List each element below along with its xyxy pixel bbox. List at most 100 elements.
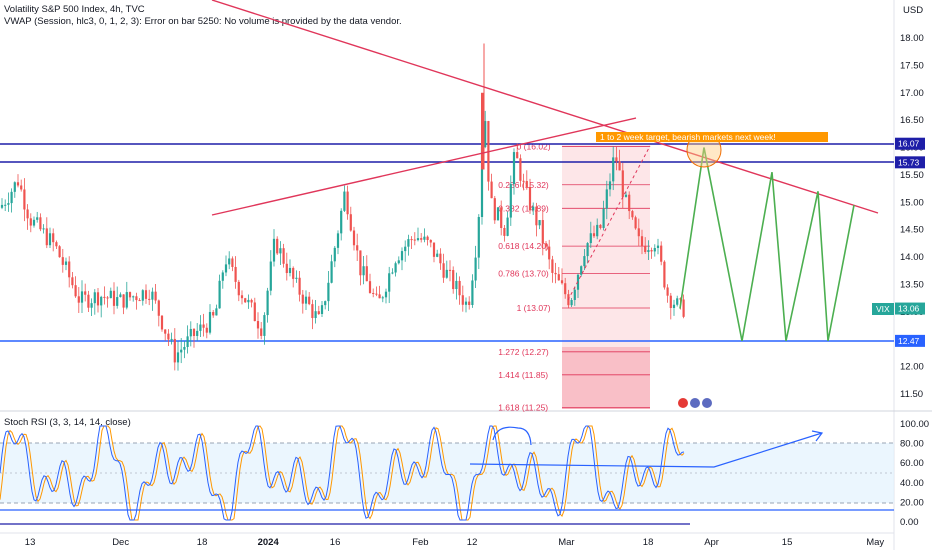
time-tick-11: May [866,537,884,548]
candle-body [292,267,295,279]
flash-icon [678,398,688,408]
rsi-trend-arrow[interactable] [469,432,823,468]
candle-body [560,280,564,284]
candle-body [343,191,346,211]
candle-body [362,266,365,276]
candle-body [282,248,285,264]
candle-body [224,264,228,273]
candle-body [375,293,378,295]
candle-body [285,263,288,274]
candle-body [119,294,122,298]
candle-body [519,158,522,181]
fib-label-3: 0.618 (14.20) [498,241,549,251]
candle-body [477,216,480,258]
fib-label-6: 1.272 (12.27) [498,347,549,357]
price-tick-2: 17.00 [900,88,924,99]
candle-body [631,211,634,218]
vix-tag-text: VIX [876,304,890,314]
candle-body [624,194,628,197]
candle-body [132,296,135,298]
candle-body [682,299,685,317]
candle-body [237,281,240,296]
candle-body [640,236,644,246]
candle-body [16,182,20,186]
candle-body [384,291,388,298]
candle-body [20,185,23,190]
candle-body [61,257,64,265]
candle-body [468,301,471,305]
candle-body [128,292,132,298]
candle-body [272,238,276,262]
candle-body [532,206,535,211]
price-tick-0: 18.00 [900,33,924,44]
candle-body [288,267,292,274]
candle-body [36,217,39,220]
candle-body [144,290,148,299]
annotation-box[interactable] [596,132,828,142]
candle-body [573,289,576,300]
price-tag-1: 15.73 [898,157,920,167]
candle-body [410,239,413,241]
candle-body [10,191,13,204]
candle-body [644,245,647,252]
candle-body [308,296,311,305]
candle-body [669,295,672,309]
candle-body [429,239,432,243]
price-tick-8: 14.00 [900,252,924,263]
candle-body [388,273,391,292]
flag-icon-2 [702,398,712,408]
candle-body [74,285,77,297]
candle-body [68,261,71,278]
fib-label-7: 1.414 (11.85) [498,370,548,380]
candle-body [39,217,42,230]
candle-body [160,315,164,330]
candle-body [196,330,199,336]
candle-body [199,324,202,331]
candle-body [416,238,420,241]
candle-body [52,233,55,243]
rsi-tick-3: 40.00 [900,478,924,489]
descending-trendline[interactable] [211,0,879,214]
annotation-text: 1 to 2 week target, bearish markets next… [600,132,776,142]
candle-body [154,291,157,301]
candle-body [311,304,314,319]
candle-body [212,312,215,316]
candle-body [503,227,506,236]
candle-body [368,281,372,293]
candle-body [605,189,608,209]
rsi-tick-0: 100.00 [900,419,929,430]
candle-body [71,277,74,286]
candle-body [484,121,487,148]
ascending-trendline[interactable] [211,117,637,216]
vix-tag-bg [872,303,894,315]
candle-body [551,259,554,273]
flag-icon-1 [690,398,700,408]
candle-body [400,251,404,261]
candle-body [378,294,381,299]
candle-body [231,258,234,267]
candle-body [180,349,183,353]
fib-label-8: 1.618 (11.25) [498,403,548,413]
candle-body [596,224,599,237]
candle-body [90,303,93,308]
candle-body [96,292,100,306]
candle-body [676,298,679,305]
candle-body [500,207,503,228]
candle-body [516,152,519,159]
candle-body [496,207,500,221]
price-tick-5: 15.50 [900,170,924,181]
time-tick-1: Dec [112,537,129,548]
indicator-legend: VWAP (Session, hlc3, 0, 1, 2, 3): Error … [4,16,402,27]
projection-path[interactable] [679,147,855,342]
candle-body [48,233,52,246]
fib-lines [562,146,650,409]
candle-body [525,181,528,187]
candle-body [109,290,112,299]
candle-body [564,283,567,295]
candle-body [628,194,631,212]
candle-body [32,219,36,226]
candle-body [100,296,103,306]
candle-body [170,338,173,340]
candle-body [240,295,244,299]
